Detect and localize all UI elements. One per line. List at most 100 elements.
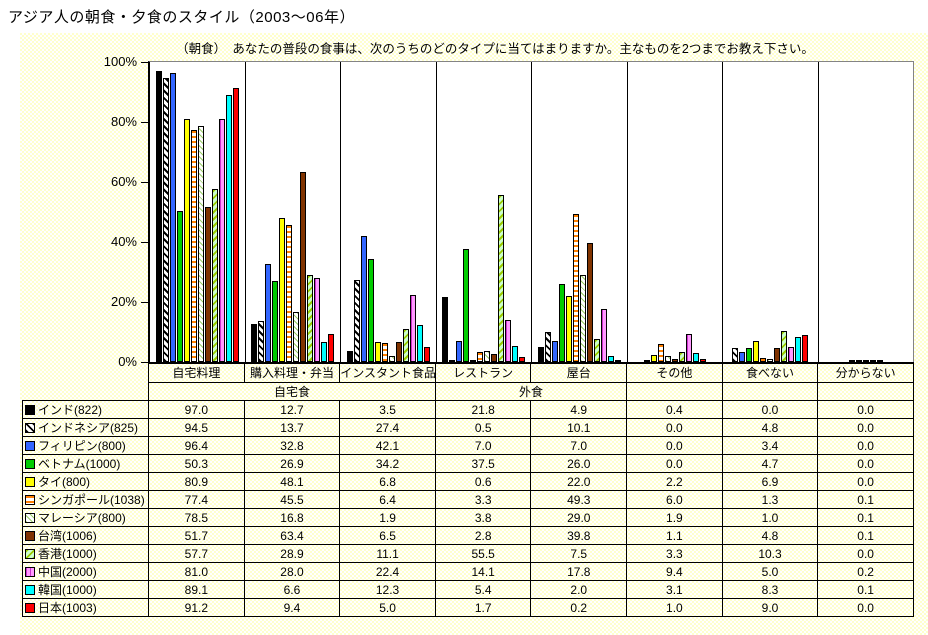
value-cell: 39.8 <box>530 526 628 545</box>
value-cell: 89.1 <box>148 580 245 599</box>
value-cell: 3.3 <box>434 490 532 509</box>
bar <box>699 359 706 362</box>
bar <box>607 356 614 362</box>
series-name: ベトナム(1000) <box>38 457 121 471</box>
value-cell: 0.0 <box>626 436 723 455</box>
bar <box>746 348 753 362</box>
category-label: レストラン <box>434 362 532 383</box>
category-label: 食べない <box>721 362 819 383</box>
bar <box>409 295 416 362</box>
category-group-label: 外食 <box>434 382 628 401</box>
value-cell: 2.0 <box>530 580 628 599</box>
value-cell: 6.5 <box>339 526 436 545</box>
series-label-cell: シンガポール(1038) <box>21 490 150 509</box>
bar <box>353 280 360 362</box>
legend-swatch-icon <box>25 549 35 559</box>
bar <box>328 334 335 362</box>
category-label: 購入料理・弁当 <box>243 362 341 383</box>
table-row: ベトナム(1000) 50.3 26.9 34.2 37.5 26.0 0.0 4.7 0.0 <box>21 454 914 473</box>
bar <box>802 335 809 362</box>
series-name: 韓国(1000) <box>38 583 97 597</box>
bar <box>381 343 388 362</box>
category-label: インスタント食品 <box>339 362 436 383</box>
value-cell: 51.7 <box>148 526 245 545</box>
y-axis-tick <box>141 362 148 363</box>
series-label-cell: 日本(1003) <box>21 598 150 617</box>
series-name: タイ(800) <box>38 475 91 489</box>
y-axis-label: 80% <box>110 114 137 129</box>
category-label: その他 <box>626 362 723 383</box>
bar <box>307 275 314 362</box>
bar <box>862 360 869 362</box>
value-cell: 14.1 <box>434 562 532 581</box>
value-cell: 37.5 <box>434 454 532 473</box>
bar <box>197 126 204 362</box>
value-cell: 22.0 <box>530 472 628 491</box>
value-cell: 55.5 <box>434 544 532 563</box>
value-cell: 32.8 <box>243 436 341 455</box>
x-axis-category-row: 自宅料理 購入料理・弁当 インスタント食品 レストラン 屋台 その他 食べない 分からない <box>23 362 914 383</box>
bar <box>671 359 678 362</box>
value-cell: 3.5 <box>339 400 436 419</box>
value-cell: 0.2 <box>530 598 628 617</box>
bar <box>537 347 544 362</box>
y-axis-tick <box>141 182 148 183</box>
value-cell: 1.0 <box>721 508 819 527</box>
y-axis-label: 60% <box>110 174 137 189</box>
value-cell: 77.4 <box>148 490 245 509</box>
page-title: アジア人の朝食・夕食のスタイル（2003〜06年） <box>8 9 355 26</box>
x-axis-group-row: 自宅食 外食 <box>23 382 914 401</box>
value-cell: 57.7 <box>148 544 245 563</box>
bar <box>572 214 579 362</box>
value-cell: 10.3 <box>721 544 819 563</box>
bar <box>685 334 692 362</box>
series-label-cell: インド(822) <box>21 400 150 419</box>
series-label-cell: ベトナム(1000) <box>21 454 150 473</box>
category-label: 屋台 <box>530 362 628 383</box>
value-cell: 27.4 <box>339 418 436 437</box>
bar <box>449 360 456 362</box>
value-cell: 1.9 <box>339 508 436 527</box>
value-cell: 6.6 <box>243 580 341 599</box>
bar <box>650 355 657 362</box>
value-cell: 0.5 <box>434 418 532 437</box>
value-cell: 0.0 <box>817 472 914 491</box>
value-cell: 78.5 <box>148 508 245 527</box>
bar <box>477 352 484 362</box>
bar <box>484 351 491 362</box>
value-cell: 7.0 <box>530 436 628 455</box>
value-cell: 96.4 <box>148 436 245 455</box>
value-cell: 4.9 <box>530 400 628 419</box>
series-label-cell: 中国(2000) <box>21 562 150 581</box>
bar <box>176 211 183 362</box>
chart-area: （朝食） あなたの普段の食事は、次のうちのどのタイプに当てはまりますか。主なもの… <box>20 33 928 635</box>
value-cell: 1.0 <box>626 598 723 617</box>
bar <box>456 341 463 362</box>
plot-area <box>148 61 914 364</box>
value-cell: 3.4 <box>721 436 819 455</box>
value-cell: 0.0 <box>626 454 723 473</box>
table-row: マレーシア(800) 78.5 16.8 1.9 3.8 29.0 1.9 1.0 0.1 <box>21 508 914 527</box>
value-cell: 0.0 <box>817 436 914 455</box>
value-cell: 0.0 <box>626 418 723 437</box>
value-cell: 4.8 <box>721 418 819 437</box>
value-cell: 48.1 <box>243 472 341 491</box>
value-cell: 97.0 <box>148 400 245 419</box>
spacer-cell <box>23 363 149 383</box>
bar <box>402 329 409 362</box>
bar <box>498 195 505 362</box>
value-cell: 26.0 <box>530 454 628 473</box>
value-cell: 17.8 <box>530 562 628 581</box>
bar <box>795 337 802 362</box>
value-cell: 0.1 <box>817 490 914 509</box>
y-axis-tick <box>141 302 148 303</box>
bar <box>692 353 699 362</box>
value-cell: 42.1 <box>339 436 436 455</box>
category-label: 分からない <box>817 362 914 383</box>
y-axis-tick <box>141 122 148 123</box>
bar <box>774 348 781 362</box>
value-cell: 28.9 <box>243 544 341 563</box>
bar <box>643 360 650 362</box>
legend-swatch-icon <box>25 423 35 433</box>
